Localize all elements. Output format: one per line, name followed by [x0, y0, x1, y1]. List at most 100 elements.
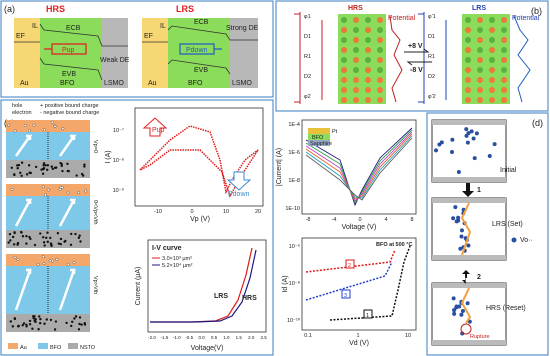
- carrier: [45, 236, 48, 240]
- panel-frame: [426, 112, 549, 356]
- dot: [465, 57, 471, 63]
- label: LRS: [214, 293, 228, 300]
- tick-label: 1E-4: [288, 122, 300, 128]
- label: 3: [344, 293, 347, 299]
- carrier: [9, 320, 13, 323]
- electrode: [432, 283, 506, 288]
- carrier: [25, 173, 29, 176]
- carrier: [59, 237, 63, 241]
- carrier: [13, 129, 17, 133]
- tick-label: 4: [384, 217, 387, 223]
- carrier: [32, 317, 35, 320]
- dot: [341, 67, 347, 73]
- dot: [353, 87, 359, 93]
- lsmo-layer: [230, 18, 258, 88]
- label: BFO at 500 °C: [376, 242, 412, 248]
- inset: [308, 128, 330, 134]
- domain-arrow: [14, 134, 33, 157]
- curve: [329, 245, 411, 321]
- carrier: [49, 236, 52, 240]
- domain-arrow: [58, 268, 76, 311]
- dot: [341, 37, 347, 43]
- carrier: [13, 255, 17, 259]
- carrier: [10, 166, 14, 169]
- mark-label: φ'1: [428, 14, 436, 20]
- panel-frame: [0, 99, 274, 356]
- label: LSMO: [104, 80, 124, 87]
- carrier: [54, 320, 58, 323]
- vacancy: [452, 311, 457, 316]
- label: Pdown: [228, 191, 250, 198]
- carrier: [22, 322, 26, 325]
- lsmo-layer: [102, 18, 128, 88]
- carrier: [8, 232, 12, 236]
- label: Potential: [388, 15, 416, 22]
- label: Sapphire: [310, 141, 332, 147]
- title: HRS: [46, 4, 65, 14]
- carrier: [38, 321, 42, 325]
- dot: [353, 37, 359, 43]
- carrier: [42, 166, 46, 170]
- dot: [341, 17, 347, 23]
- dot: [465, 97, 471, 103]
- label: EVB: [194, 67, 208, 74]
- dot: [465, 17, 471, 23]
- carrier: [50, 120, 54, 124]
- dot: [377, 17, 383, 23]
- carrier: [19, 171, 22, 175]
- carrier: [16, 167, 19, 170]
- label: Pdown: [186, 47, 208, 54]
- marks: φ1 D1 R1 D2 φ2 φ'1 D1 R1 D2 φ'2: [304, 14, 507, 103]
- carrier: [70, 324, 73, 328]
- tick-label: 10⁻⁷: [113, 127, 124, 134]
- carrier: [25, 234, 28, 238]
- carrier: [74, 232, 77, 236]
- filament: [460, 287, 472, 324]
- tick-label: -2.0: [148, 335, 156, 340]
- carrier: [11, 325, 15, 328]
- carrier: [29, 237, 32, 241]
- carrier: [20, 161, 24, 164]
- carrier: [59, 242, 63, 246]
- dot: [365, 87, 371, 93]
- valence-band: [39, 57, 103, 81]
- filament: [460, 202, 472, 256]
- carrier: [42, 241, 46, 244]
- dot: [353, 27, 359, 33]
- carrier: [31, 327, 34, 330]
- mark-label: D1: [428, 34, 435, 40]
- title: LRS: [176, 4, 194, 14]
- dot: [365, 37, 371, 43]
- mark-label: R1: [304, 54, 311, 60]
- legend: Au: [20, 345, 27, 351]
- tick-label: 2.5: [260, 335, 267, 340]
- legend: 3.0×10³ μm²: [162, 256, 192, 262]
- vacancy: [466, 243, 471, 248]
- dot: [501, 27, 507, 33]
- carrier: [53, 328, 57, 331]
- dot: [489, 57, 495, 63]
- circuit: [294, 12, 323, 104]
- dot: [465, 47, 471, 53]
- legend-dot: [511, 237, 517, 243]
- carrier: [17, 163, 21, 167]
- dot: [377, 77, 383, 83]
- legend: electron: [12, 110, 32, 116]
- carrier: [71, 320, 74, 323]
- carrier: [27, 164, 31, 167]
- dot: [365, 77, 371, 83]
- au-layer: [14, 18, 40, 88]
- carrier: [43, 193, 47, 197]
- state: Vp>Vth: [92, 276, 98, 294]
- carrier: [42, 162, 46, 165]
- curve: [305, 249, 396, 273]
- carrier: [16, 243, 19, 246]
- dot: [353, 97, 359, 103]
- state: 0<Vp<Vth: [92, 200, 98, 224]
- boxes: [431, 119, 507, 346]
- electrode: [432, 198, 506, 203]
- carrier: [33, 315, 36, 318]
- axis-label: Voltage(V): [191, 345, 224, 352]
- vacancy: [458, 246, 463, 251]
- dot: [341, 27, 347, 33]
